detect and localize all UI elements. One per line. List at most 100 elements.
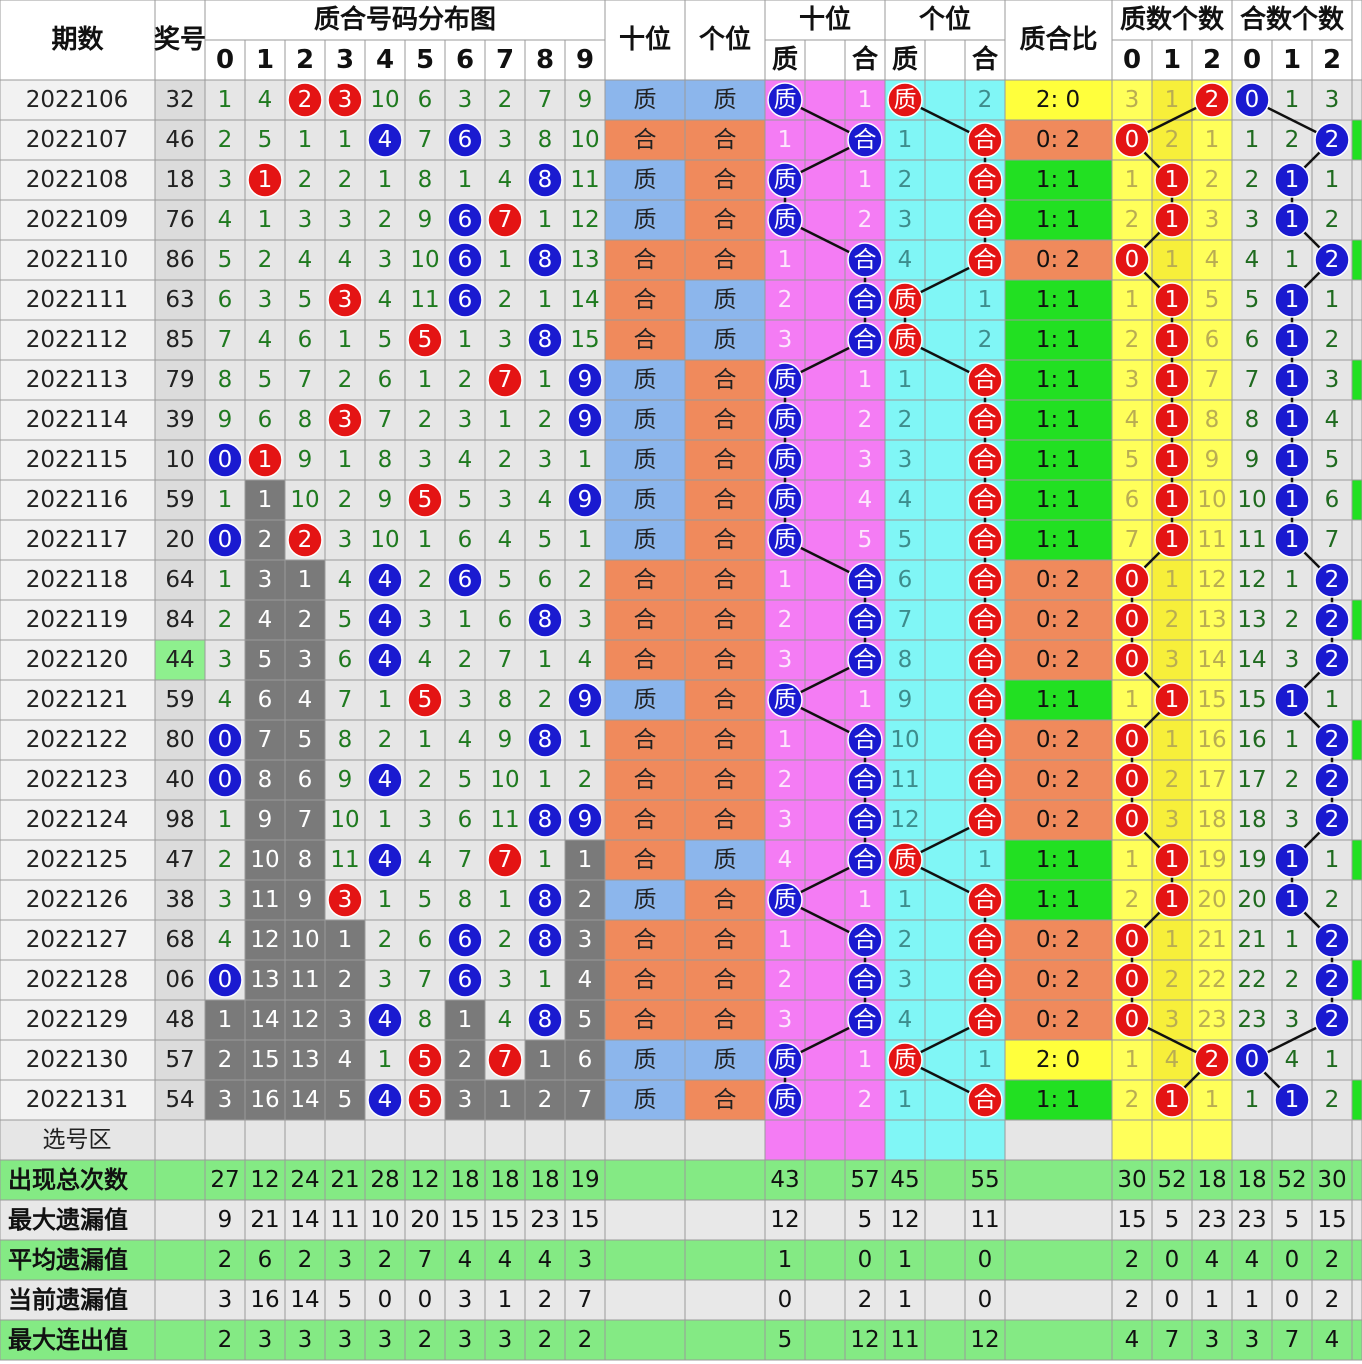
cell-text: 6 bbox=[258, 1247, 273, 1273]
cell-text: 质 bbox=[894, 287, 917, 313]
cell bbox=[884, 239, 926, 281]
cell-text: 5 bbox=[538, 527, 553, 553]
cell bbox=[324, 159, 366, 201]
ball bbox=[487, 202, 523, 238]
cell-text: 0: 2 bbox=[1036, 767, 1080, 793]
cell bbox=[444, 1199, 486, 1241]
cell-text: 质 bbox=[634, 447, 657, 473]
cell-text: 1 bbox=[338, 927, 353, 953]
ball bbox=[1274, 162, 1310, 198]
cell-text: 2022127 bbox=[26, 927, 128, 953]
cell-text: 4 bbox=[458, 1247, 473, 1273]
cell bbox=[484, 1239, 526, 1281]
ball bbox=[1314, 922, 1350, 958]
cell-text: 1 bbox=[1285, 87, 1300, 113]
cell-text: 质 bbox=[714, 1047, 737, 1073]
cell bbox=[324, 1039, 366, 1081]
cell-text: 2 bbox=[1285, 767, 1300, 793]
cell bbox=[884, 119, 926, 161]
cell bbox=[154, 639, 206, 681]
cell-text: 2022110 bbox=[26, 247, 128, 273]
cell bbox=[484, 399, 526, 441]
cell bbox=[444, 159, 486, 201]
cell-text: 8 bbox=[298, 847, 313, 873]
ball bbox=[527, 602, 563, 638]
cell bbox=[1111, 319, 1153, 361]
cell bbox=[284, 1079, 326, 1121]
cell bbox=[1004, 359, 1113, 401]
ball bbox=[967, 802, 1003, 838]
cell bbox=[804, 1199, 846, 1241]
cell bbox=[364, 79, 406, 121]
cell bbox=[204, 1199, 246, 1241]
cell-text: 7 bbox=[538, 87, 553, 113]
cell-text: 6 bbox=[458, 527, 473, 553]
cell-text: 2 bbox=[218, 1247, 233, 1273]
ball bbox=[207, 762, 243, 798]
cell-text: 12 bbox=[250, 927, 279, 953]
cell-text: 3 bbox=[1165, 1007, 1180, 1033]
cell bbox=[804, 959, 846, 1001]
ball bbox=[1274, 282, 1310, 318]
ball bbox=[847, 642, 883, 678]
ball bbox=[847, 122, 883, 158]
cell bbox=[964, 1159, 1006, 1201]
cell bbox=[154, 919, 206, 961]
cell bbox=[154, 839, 206, 881]
cell-text: 1 bbox=[578, 727, 593, 753]
cell bbox=[604, 119, 686, 161]
cell bbox=[444, 839, 486, 881]
cell bbox=[804, 599, 846, 641]
cell-text: 2 bbox=[538, 1287, 553, 1313]
cell-text: 1 bbox=[1165, 327, 1180, 353]
cell-text: 1 bbox=[1125, 287, 1140, 313]
header-cell bbox=[444, 39, 486, 81]
cell-text: 合 bbox=[714, 807, 737, 833]
cell-text: 1 bbox=[1325, 847, 1340, 873]
cell-text: 1 bbox=[898, 1287, 913, 1313]
cell-text: 7 bbox=[1325, 527, 1340, 553]
cell-text: 1 bbox=[1165, 87, 1180, 113]
cell-text: 47 bbox=[165, 847, 194, 873]
cell-text: 14 bbox=[570, 287, 599, 313]
cell bbox=[204, 1159, 246, 1201]
cell-text: 1 bbox=[458, 607, 473, 633]
cell-text: 0 bbox=[378, 1287, 393, 1313]
cell-text: 1 bbox=[498, 247, 513, 273]
edge-cell bbox=[1351, 679, 1362, 721]
cell bbox=[604, 439, 686, 481]
cell-text: 20 bbox=[410, 1207, 439, 1233]
edge-cell bbox=[1351, 879, 1362, 921]
cell bbox=[1191, 1119, 1233, 1161]
ball bbox=[447, 962, 483, 998]
cell bbox=[684, 1079, 766, 1121]
cell bbox=[1231, 799, 1273, 841]
ball bbox=[407, 1082, 443, 1118]
cell bbox=[364, 1319, 406, 1361]
cell-text: 0 bbox=[778, 1287, 793, 1313]
cell-text: 1 bbox=[1205, 1287, 1220, 1313]
ball bbox=[967, 1002, 1003, 1038]
cell-text: 合 bbox=[854, 647, 877, 673]
cell-text: 合 bbox=[714, 1007, 737, 1033]
cell-text: 5 bbox=[498, 567, 513, 593]
cell bbox=[924, 1159, 966, 1201]
cell-text: 合 bbox=[634, 927, 657, 953]
cell-text: 合 bbox=[634, 847, 657, 873]
cell bbox=[1111, 879, 1153, 921]
cell-text: 6 bbox=[458, 287, 473, 313]
cell-text: 0 bbox=[418, 1287, 433, 1313]
ball bbox=[967, 522, 1003, 558]
cell-text: 76 bbox=[165, 207, 194, 233]
cell bbox=[154, 479, 206, 521]
cell bbox=[1004, 479, 1113, 521]
cell-text: 16 bbox=[250, 1087, 279, 1113]
cell-text: 1 bbox=[1165, 207, 1180, 233]
cell-text: 质 bbox=[634, 87, 657, 113]
cell-text: 4 bbox=[578, 647, 593, 673]
cell-text: 3 bbox=[338, 887, 353, 913]
cell bbox=[404, 1279, 446, 1321]
cell-text: 12 bbox=[1197, 567, 1226, 593]
cell-text: 合 bbox=[974, 567, 997, 593]
cell-text: 合 bbox=[974, 607, 997, 633]
